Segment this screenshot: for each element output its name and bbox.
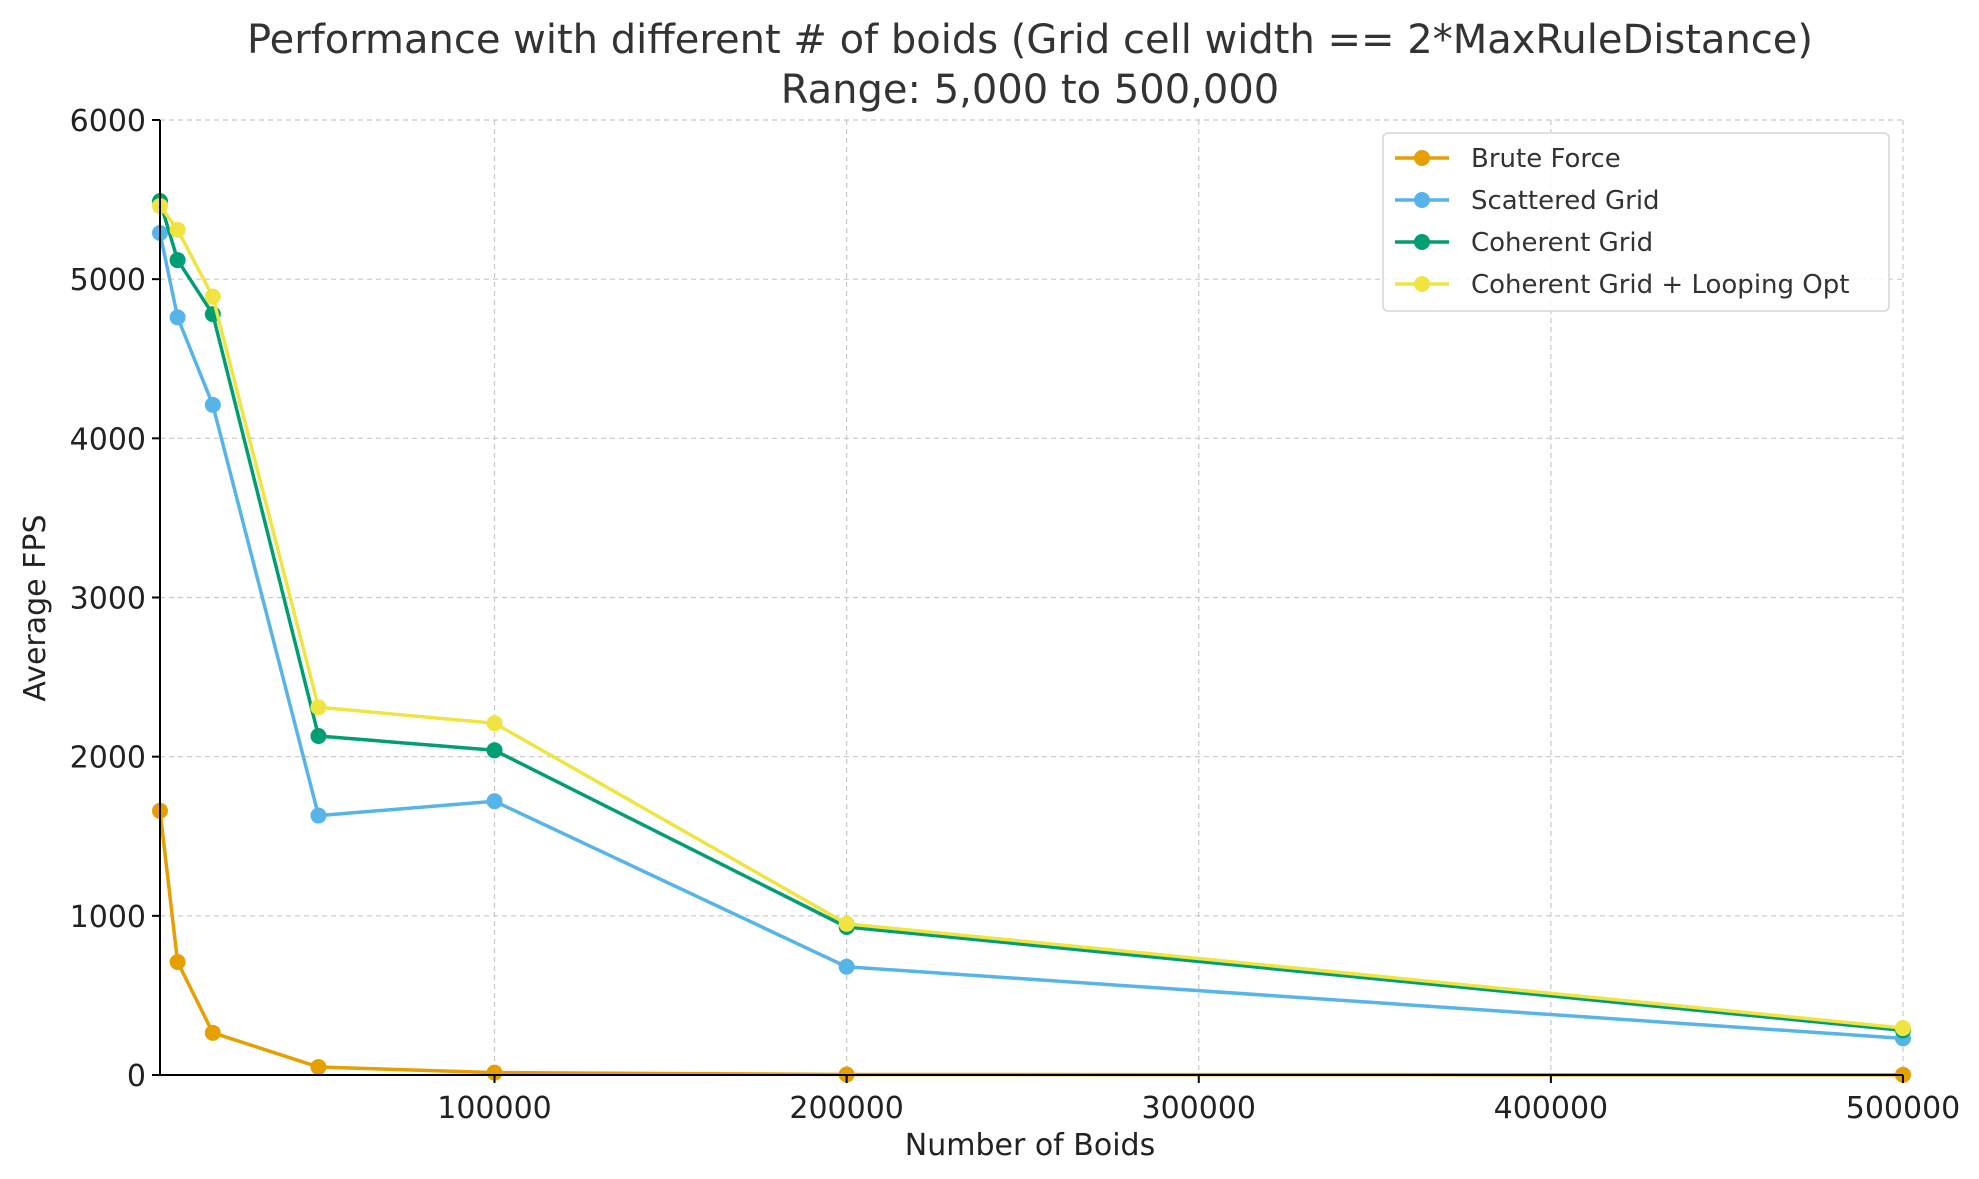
x-tick-label: 300000 <box>1141 1091 1256 1126</box>
series-line-2 <box>158 200 1904 1033</box>
legend-label-2: Coherent Grid <box>1471 228 1653 258</box>
y-tick-label: 0 <box>127 1059 146 1094</box>
y-tick-label: 4000 <box>70 422 146 457</box>
axes <box>152 119 1904 1083</box>
series-0-point <box>310 1059 327 1076</box>
legend-label-3: Coherent Grid + Looping Opt <box>1471 270 1849 300</box>
legend: Brute Force Scattered Grid Coherent Grid Co… <box>1382 132 1890 312</box>
series-0-point <box>204 1024 221 1041</box>
y-tick-label: 6000 <box>70 104 146 139</box>
series-1-point <box>310 807 327 824</box>
chart-title: Performance with different # of boids (G… <box>247 17 1813 63</box>
series-0-point <box>169 953 186 970</box>
legend-marker-1 <box>1414 192 1430 208</box>
series-2-point <box>310 727 327 744</box>
legend-box <box>1382 132 1890 312</box>
legend-marker-0 <box>1414 150 1430 166</box>
series-line-1 <box>158 232 1904 1041</box>
series-1-point <box>204 396 221 413</box>
x-axis-label: Number of Boids <box>905 1128 1155 1163</box>
series-2-point <box>169 252 186 269</box>
series-3-point <box>1895 1020 1911 1037</box>
y-tick-label: 3000 <box>70 582 146 617</box>
series-1-point <box>486 793 503 810</box>
y-tick-label: 5000 <box>70 263 146 298</box>
series-2-point <box>486 742 503 759</box>
x-tick-label: 500000 <box>1846 1091 1961 1126</box>
x-tick-label: 100000 <box>437 1091 552 1126</box>
series-3-point <box>204 288 221 305</box>
y-tick-label: 1000 <box>70 900 146 935</box>
series-line-3 <box>158 204 1904 1030</box>
y-axis-label: Average FPS <box>18 514 53 701</box>
y-tick-label: 2000 <box>70 741 146 776</box>
chart-subtitle: Range: 5,000 to 500,000 <box>781 67 1279 113</box>
series-layer <box>152 193 1911 1083</box>
series-0-point <box>486 1064 503 1081</box>
series-3-point <box>169 221 186 238</box>
series-3-point <box>486 715 503 732</box>
series-3-point <box>310 699 327 716</box>
legend-label-0: Brute Force <box>1471 144 1621 174</box>
series-1-point <box>169 309 186 326</box>
legend-marker-3 <box>1414 276 1430 292</box>
legend-label-1: Scattered Grid <box>1471 186 1660 216</box>
series-1-point <box>838 958 855 975</box>
tick-labels: 100000 200000 300000 400000 500000 0 1000 2000 3… <box>70 104 1961 1126</box>
x-tick-label: 200000 <box>789 1091 904 1126</box>
series-3-point <box>838 915 855 932</box>
legend-marker-2 <box>1414 234 1430 250</box>
x-tick-label: 400000 <box>1494 1091 1609 1126</box>
